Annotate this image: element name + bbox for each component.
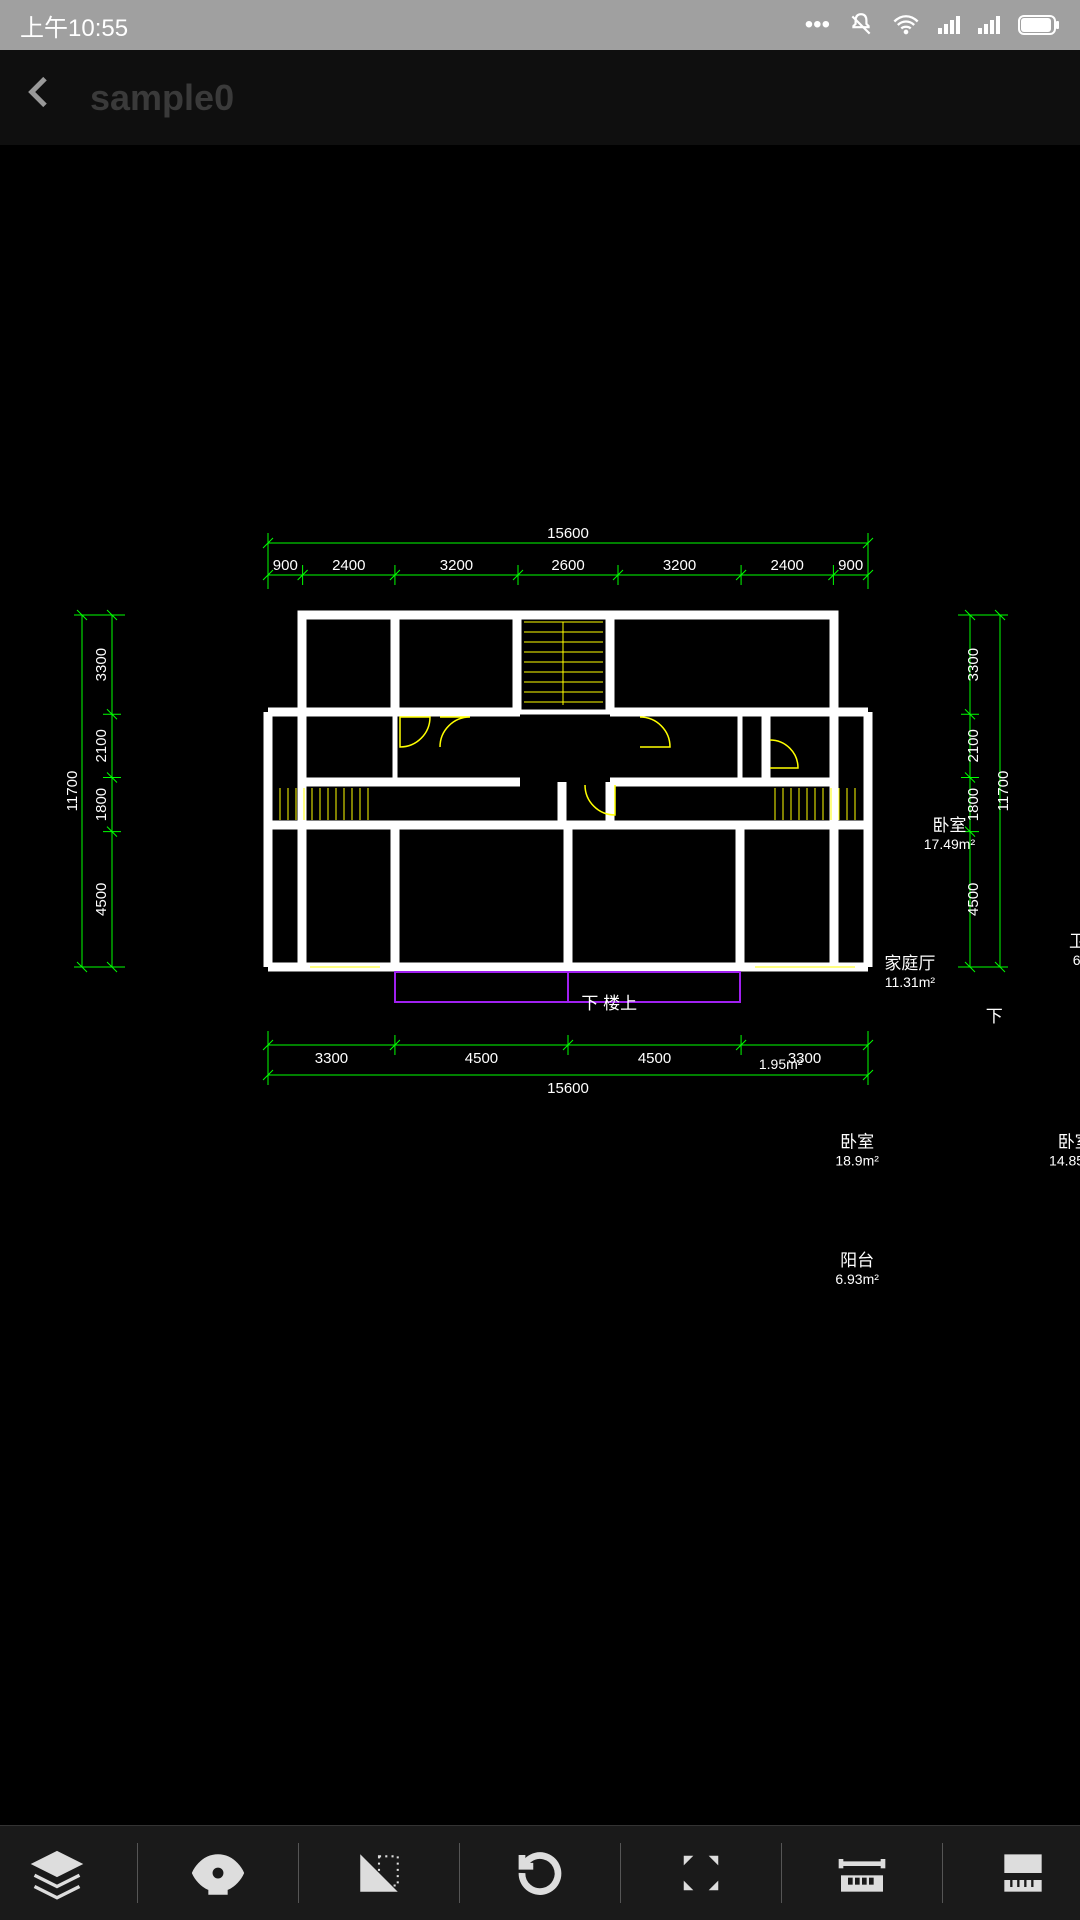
wifi-icon: [892, 11, 920, 39]
top-overall-dim: 15600: [547, 525, 589, 542]
toolbar-divider: [942, 1843, 943, 1903]
left-seg-group: 3300 2100 1800 4500: [93, 610, 121, 972]
svg-text:2400: 2400: [332, 557, 365, 574]
svg-text:2100: 2100: [965, 729, 982, 762]
svg-text:3300: 3300: [93, 648, 110, 681]
svg-text:卧室: 卧室: [840, 1132, 874, 1151]
balcony: [395, 972, 740, 1002]
svg-text:2600: 2600: [551, 557, 584, 574]
bottom-toolbar: [0, 1825, 1080, 1920]
layers-button[interactable]: [22, 1838, 92, 1908]
svg-text:2400: 2400: [771, 557, 804, 574]
svg-text:3200: 3200: [440, 557, 473, 574]
walls-interior: [268, 615, 868, 967]
visibility-button[interactable]: [183, 1838, 253, 1908]
status-bar: 上午10:55 •••: [0, 0, 1080, 50]
signal-icon-2: [978, 16, 1000, 34]
svg-text:阳台: 阳台: [840, 1251, 874, 1270]
toolbar-divider: [137, 1843, 138, 1903]
cad-canvas[interactable]: 15600 15600 11700 11700: [0, 145, 1080, 1825]
toolbar-divider: [298, 1843, 299, 1903]
signal-icon-1: [938, 16, 960, 34]
back-button[interactable]: [20, 67, 60, 129]
silent-icon: [848, 12, 874, 38]
svg-text:1800: 1800: [965, 788, 982, 821]
app-header: sample0: [0, 50, 1080, 145]
stairs-central: [524, 622, 603, 705]
right-seg-group: 3300 2100 1800 4500: [961, 610, 982, 972]
toolbar-divider: [620, 1843, 621, 1903]
svg-text:卧室: 卧室: [932, 816, 966, 835]
svg-text:家庭厅: 家庭厅: [884, 954, 935, 973]
svg-text:下 楼上: 下 楼上: [581, 994, 637, 1013]
svg-text:6.93m²: 6.93m²: [835, 1271, 879, 1287]
fullscreen-button[interactable]: [666, 1838, 736, 1908]
top-seg-group: 900 2400 3200 2600 3200 2400 900: [263, 557, 873, 585]
svg-text:4500: 4500: [465, 1050, 498, 1067]
svg-text:2100: 2100: [93, 729, 110, 762]
more-icon: •••: [805, 11, 830, 39]
svg-text:14.85m²: 14.85m²: [1049, 1152, 1080, 1168]
battery-icon: [1018, 15, 1060, 35]
measure-area-button[interactable]: [988, 1838, 1058, 1908]
svg-text:11.31m²: 11.31m²: [885, 974, 936, 990]
svg-text:3200: 3200: [663, 557, 696, 574]
svg-text:下: 下: [986, 1007, 1003, 1026]
svg-text:1.95m²: 1.95m²: [759, 1056, 803, 1072]
svg-text:4500: 4500: [638, 1050, 671, 1067]
svg-text:3300: 3300: [965, 648, 982, 681]
header-title: sample0: [90, 77, 234, 119]
svg-text:900: 900: [838, 557, 863, 574]
stairs-left: [280, 788, 368, 820]
undo-button[interactable]: [505, 1838, 575, 1908]
svg-text:卫生间: 卫生间: [1069, 932, 1080, 951]
svg-text:900: 900: [273, 557, 298, 574]
svg-text:18.9m²: 18.9m²: [835, 1152, 879, 1168]
toolbar-divider: [459, 1843, 460, 1903]
toolbar-divider: [781, 1843, 782, 1903]
svg-text:4500: 4500: [965, 883, 982, 916]
snap-button[interactable]: [344, 1838, 414, 1908]
right-overall-dim: 11700: [995, 771, 1012, 812]
svg-text:4500: 4500: [93, 883, 110, 916]
bottom-overall-dim: 15600: [547, 1080, 589, 1097]
svg-text:3300: 3300: [315, 1050, 348, 1067]
left-overall-dim: 11700: [64, 771, 81, 812]
status-time: 上午10:55: [20, 8, 128, 43]
svg-text:6.93m²: 6.93m²: [1073, 952, 1080, 968]
measure-distance-button[interactable]: [827, 1838, 897, 1908]
status-icons: •••: [805, 11, 1060, 39]
floorplan-drawing: 15600 15600 11700 11700: [0, 145, 1080, 1825]
svg-text:1800: 1800: [93, 788, 110, 821]
svg-text:卧室: 卧室: [1058, 1132, 1080, 1151]
svg-text:17.49m²: 17.49m²: [924, 836, 976, 852]
stairs-right: [775, 788, 855, 820]
